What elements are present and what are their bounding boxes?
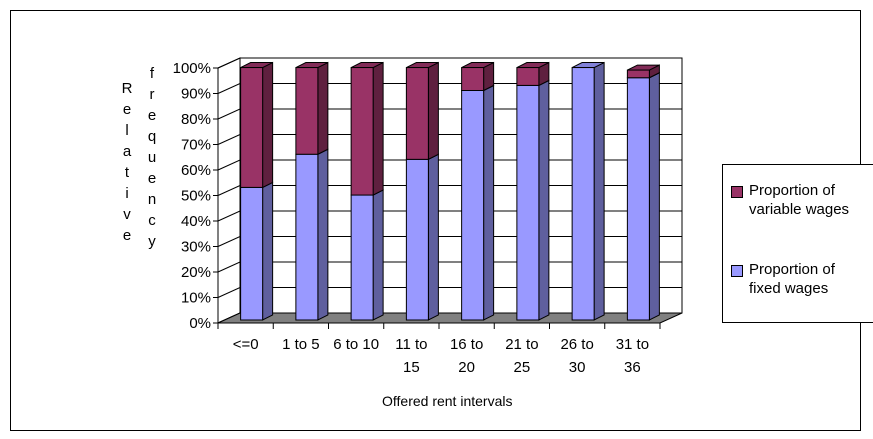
y-axis-title-letter: u [148, 149, 156, 166]
y-axis-title-letter: l [125, 122, 128, 139]
y-axis-title-letter: n [148, 191, 156, 208]
bar-variable [405, 67, 429, 160]
x-tick-label: 16 to [450, 336, 483, 353]
bar-fixed [626, 77, 650, 321]
x-tick-label: 31 to [616, 336, 649, 353]
bar-fixed [405, 158, 429, 321]
bar-variable [240, 67, 264, 188]
legend-item-fixed: Proportion of fixed wages [731, 260, 859, 298]
y-axis-title-letter: e [123, 101, 131, 118]
gridline [217, 57, 682, 69]
legend: Proportion of variable wages Proportion … [722, 164, 873, 323]
x-tick-label: <=0 [233, 336, 259, 353]
y-tick-label: 0% [189, 315, 211, 332]
y-tick-label: 100% [173, 60, 211, 77]
x-tick-label: 30 [569, 359, 586, 376]
legend-label-variable: Proportion of variable wages [749, 182, 850, 218]
y-axis-title-letter: c [148, 212, 156, 229]
y-axis-title-letter: y [148, 233, 156, 250]
bar-variable [461, 67, 485, 92]
legend-swatch-fixed [731, 265, 743, 277]
y-axis-title-letter: r [150, 86, 155, 103]
bar-variable [295, 67, 319, 155]
bar-fixed [461, 90, 485, 321]
legend-item-variable: Proportion of variable wages [731, 181, 867, 219]
bar-side-variable [372, 61, 384, 196]
bar-side-fixed [372, 189, 384, 321]
x-tick-label: 6 to 10 [333, 336, 379, 353]
bar-side-fixed [262, 181, 274, 321]
x-tick-label: 11 to [395, 336, 427, 353]
bar-fixed [516, 84, 540, 321]
y-axis-title-letter: q [148, 128, 156, 145]
floor [217, 312, 683, 324]
x-tick-label: 1 to 5 [282, 336, 320, 353]
x-tick-label: 20 [458, 359, 475, 376]
y-tick-label: 10% [181, 290, 211, 307]
bar-fixed [295, 153, 319, 321]
bar-side-variable [262, 61, 274, 189]
bar-fixed [571, 67, 595, 321]
bar-side-fixed [427, 153, 439, 321]
x-tick-label: 36 [624, 359, 641, 376]
bar-side-variable [427, 61, 439, 161]
y-axis-title-letter: a [123, 143, 132, 160]
legend-swatch-variable [731, 186, 743, 198]
y-axis-title-letter: e [148, 170, 156, 187]
bar-side-variable [317, 61, 329, 156]
bar-side-fixed [483, 84, 495, 321]
x-tick-label: 15 [403, 359, 420, 376]
bar-side-fixed [593, 61, 605, 321]
legend-label-fixed: Proportion of fixed wages [749, 261, 835, 297]
bar-variable [516, 67, 540, 86]
y-axis-title-letter: e [123, 227, 131, 244]
y-axis-title-letter: v [123, 206, 131, 223]
y-axis-title-letter: e [148, 107, 156, 124]
y-tick-label: 60% [181, 162, 211, 179]
bar-side-fixed [538, 79, 550, 321]
bar-variable [626, 69, 650, 79]
bar-variable [350, 67, 374, 196]
x-tick-label: 26 to [560, 336, 593, 353]
y-axis-title-letter: R [122, 80, 133, 97]
bar-side-fixed [648, 71, 660, 321]
y-tick-label: 80% [181, 111, 211, 128]
y-axis-title-letter: i [125, 185, 128, 202]
bar-fixed [350, 194, 374, 321]
y-tick-label: 70% [181, 137, 211, 154]
bar-fixed [240, 186, 264, 321]
y-axis-title-letter: t [125, 164, 130, 181]
bar-side-fixed [317, 148, 329, 321]
y-tick-label: 50% [181, 188, 211, 205]
x-tick-label: 21 to [505, 336, 538, 353]
y-tick-label: 20% [181, 264, 211, 281]
x-tick-label: 25 [514, 359, 531, 376]
y-tick-label: 40% [181, 213, 211, 230]
y-axis-title-letter: f [150, 65, 155, 82]
x-axis-title: Offered rent intervals [382, 393, 513, 409]
y-tick-label: 30% [181, 239, 211, 256]
y-tick-label: 90% [181, 86, 211, 103]
